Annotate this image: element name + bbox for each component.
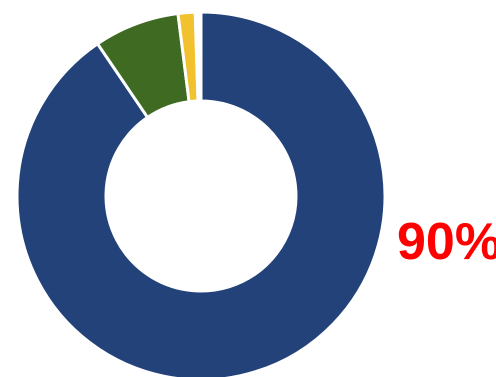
donut-slice-1 xyxy=(15,10,387,377)
percentage-callout: 90% xyxy=(397,213,496,271)
donut-slice-4 xyxy=(193,10,203,103)
